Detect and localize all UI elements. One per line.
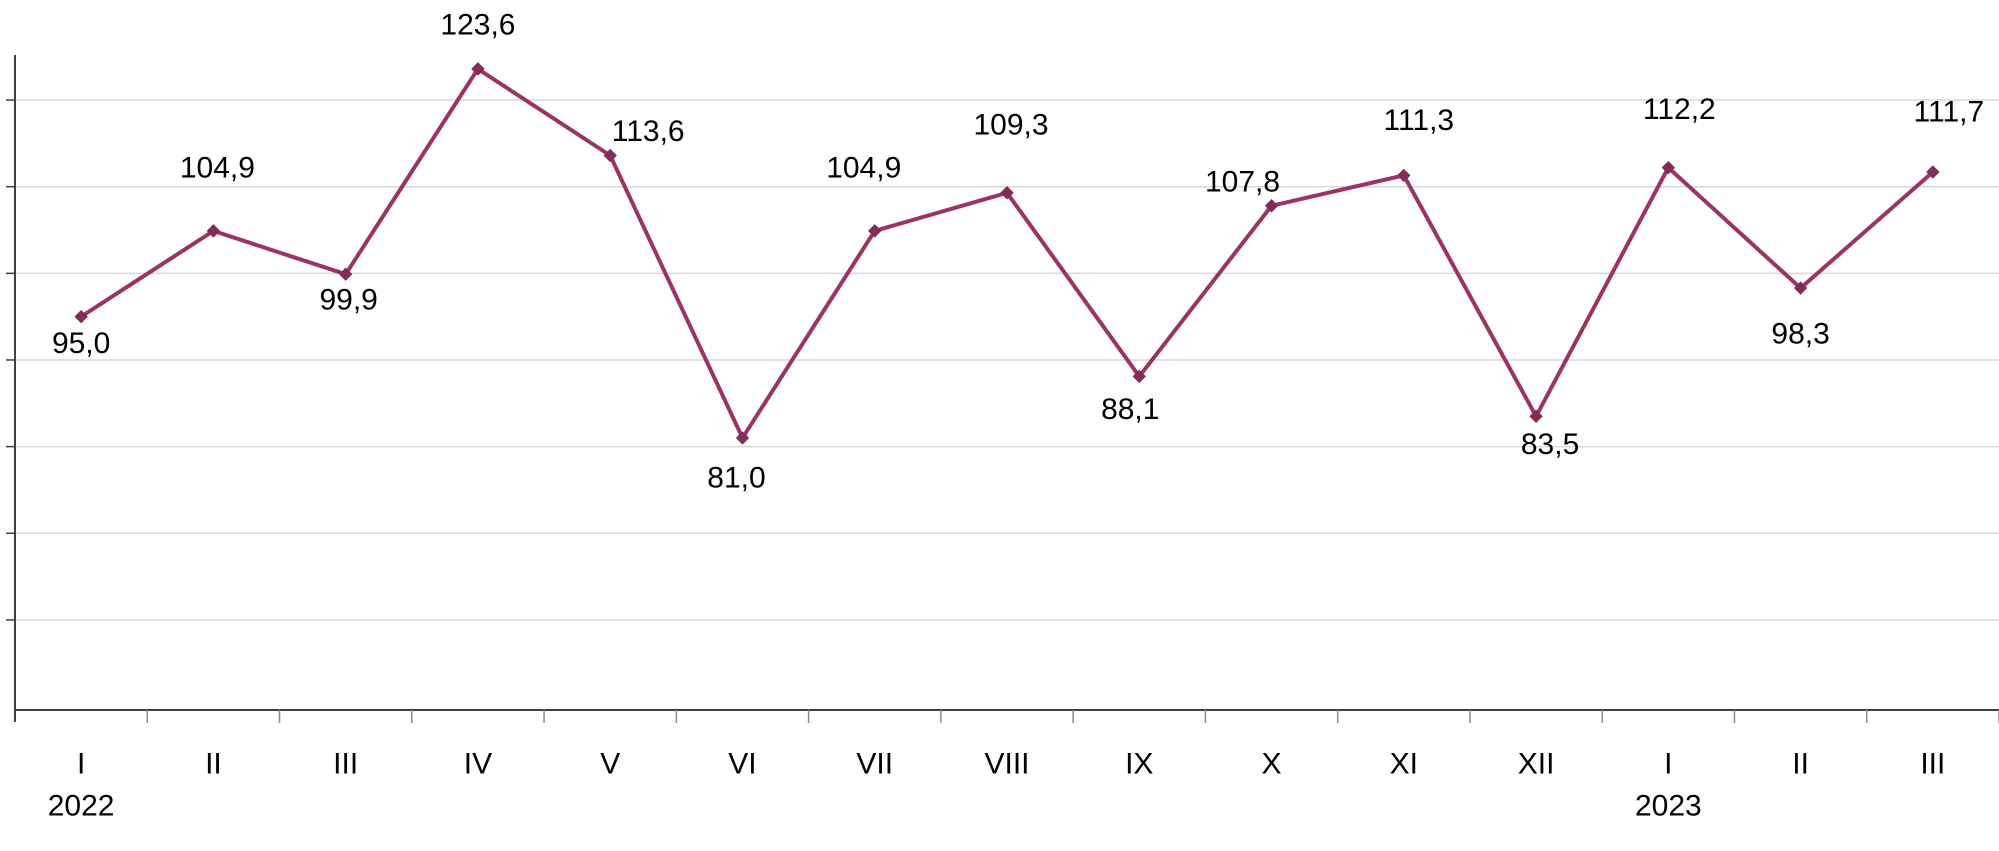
data-label: 99,9 xyxy=(319,284,377,317)
data-point-marker xyxy=(1397,168,1411,183)
x-axis-month-label: IV xyxy=(464,748,492,781)
data-label: 123,6 xyxy=(440,8,515,41)
x-axis-month-label: I xyxy=(1664,748,1672,781)
data-point-marker xyxy=(338,267,353,281)
x-axis-month-label: IX xyxy=(1125,748,1153,781)
data-point-marker xyxy=(735,431,750,445)
x-axis-month-label: XI xyxy=(1390,748,1418,781)
x-axis-month-label: VII xyxy=(856,748,893,781)
x-axis-month-label: VIII xyxy=(984,748,1029,781)
data-label: 111,7 xyxy=(1914,95,1985,128)
x-axis-month-label: III xyxy=(333,748,358,781)
data-label: 81,0 xyxy=(707,461,765,494)
data-point-marker xyxy=(1132,369,1146,384)
x-axis-month-label: X xyxy=(1262,748,1282,781)
data-label: 111,3 xyxy=(1383,104,1454,137)
data-point-marker xyxy=(1793,281,1808,295)
data-point-marker xyxy=(1926,165,1940,179)
data-label: 95,0 xyxy=(52,327,110,360)
data-point-marker xyxy=(603,148,617,163)
data-label: 113,6 xyxy=(612,115,685,148)
data-point-marker xyxy=(1661,160,1676,175)
data-label: 104,9 xyxy=(826,151,901,184)
data-label: 83,5 xyxy=(1521,428,1579,461)
x-axis-month-label: III xyxy=(1920,748,1945,781)
x-axis-month-label: V xyxy=(600,748,620,781)
x-axis-year-label: 2023 xyxy=(1635,790,1702,823)
data-point-marker xyxy=(1264,199,1279,213)
x-axis-month-label: II xyxy=(205,748,222,781)
data-point-marker xyxy=(868,224,882,238)
x-axis-month-label: XII xyxy=(1518,748,1555,781)
data-point-marker xyxy=(74,309,88,324)
x-axis-month-label: VI xyxy=(728,748,756,781)
data-label: 112,2 xyxy=(1643,93,1716,126)
x-axis-year-label: 2022 xyxy=(48,790,115,823)
x-axis-month-label: I xyxy=(77,748,85,781)
data-label: 109,3 xyxy=(973,108,1048,141)
data-point-marker xyxy=(206,224,221,238)
data-label: 98,3 xyxy=(1771,318,1829,351)
data-label: 88,1 xyxy=(1101,393,1159,426)
data-point-marker xyxy=(471,62,485,76)
x-axis-month-label: II xyxy=(1792,748,1809,781)
data-label: 107,8 xyxy=(1205,165,1280,198)
data-label: 104,9 xyxy=(180,151,255,184)
data-point-marker xyxy=(1529,409,1543,423)
data-point-marker xyxy=(1000,186,1014,200)
